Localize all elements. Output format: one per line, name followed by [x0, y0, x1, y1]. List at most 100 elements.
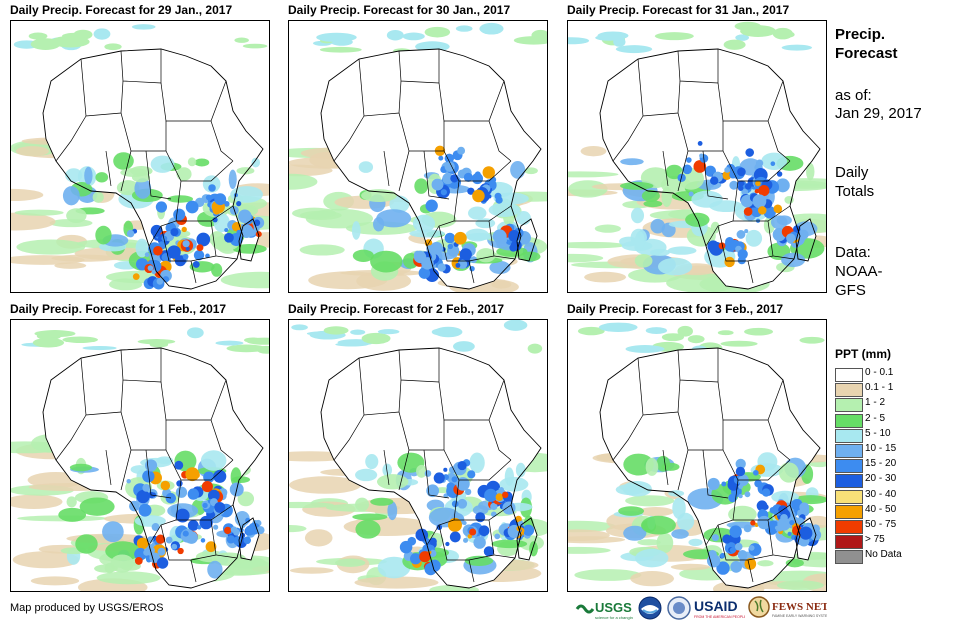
- country-border: [767, 120, 791, 162]
- rain-cell: [447, 243, 454, 250]
- rain-cell: [185, 246, 190, 251]
- country-border: [438, 379, 505, 421]
- rain-area: [469, 452, 485, 473]
- rain-cell: [706, 554, 721, 568]
- rain-cell: [787, 531, 792, 536]
- rain-cell: [196, 244, 204, 252]
- rain-area: [54, 262, 87, 269]
- legend-label: 50 - 75: [865, 518, 897, 530]
- rain-cell: [196, 232, 211, 247]
- rain-area: [618, 506, 645, 516]
- country-border: [717, 80, 784, 122]
- rain-area: [677, 325, 693, 337]
- rain-area: [62, 336, 99, 343]
- rain-cell: [224, 526, 232, 535]
- rain-area: [211, 263, 223, 277]
- rain-cell: [205, 194, 212, 201]
- rain-cell: [147, 265, 154, 271]
- rain-area: [120, 168, 148, 177]
- rain-area: [354, 576, 439, 589]
- rain-area: [615, 45, 653, 54]
- rain-area: [622, 480, 652, 497]
- rain-area: [113, 152, 134, 170]
- rain-cell: [233, 536, 243, 546]
- rain-cell: [494, 533, 501, 540]
- country-border: [105, 150, 112, 187]
- country-border: [677, 348, 719, 383]
- rain-area: [657, 257, 693, 276]
- country-border: [398, 150, 410, 192]
- country-border: [120, 112, 167, 152]
- country-border: [722, 449, 791, 481]
- country-border: [767, 419, 791, 461]
- panel-title: Daily Precip. Forecast for 1 Feb., 2017: [10, 302, 227, 316]
- rain-area: [234, 37, 249, 43]
- country-border: [767, 519, 795, 559]
- country-border: [443, 449, 512, 481]
- rain-area: [745, 229, 763, 247]
- rain-cell: [425, 199, 438, 212]
- rain-area: [130, 465, 149, 474]
- rain-cell: [459, 248, 472, 261]
- country-border: [717, 225, 774, 262]
- rain-area: [289, 567, 334, 574]
- rain-cell: [444, 153, 455, 164]
- rain-cell: [722, 534, 732, 544]
- rain-area: [376, 474, 409, 490]
- rain-area: [291, 207, 337, 219]
- rain-cell: [451, 476, 458, 483]
- rain-cell: [442, 172, 454, 185]
- rain-cell: [744, 491, 751, 498]
- rain-area: [370, 250, 403, 273]
- rain-area: [12, 551, 80, 569]
- rain-cell: [501, 491, 509, 499]
- rain-cell: [482, 166, 495, 179]
- rain-area: [577, 326, 605, 336]
- country-border: [160, 80, 227, 122]
- rain-cell: [457, 146, 466, 155]
- rain-area: [527, 343, 543, 354]
- country-border: [383, 150, 390, 187]
- rain-cell: [707, 240, 720, 253]
- rain-cell: [451, 500, 459, 508]
- country-border: [705, 479, 739, 546]
- rain-cell: [437, 263, 446, 272]
- rain-cell: [763, 206, 776, 219]
- rain-area: [728, 505, 757, 523]
- rain-area: [678, 167, 705, 190]
- legend-swatch: [835, 459, 863, 474]
- rain-area: [30, 38, 61, 50]
- rain-area: [656, 455, 671, 472]
- country-border: [160, 379, 227, 421]
- rain-area: [242, 43, 268, 49]
- rain-area: [69, 463, 93, 472]
- rain-cell: [728, 493, 737, 503]
- rain-cell: [693, 160, 707, 173]
- rain-cell: [245, 517, 251, 523]
- rain-cell: [175, 508, 190, 523]
- rain-cell: [256, 526, 265, 535]
- country-border: [160, 524, 217, 561]
- rain-cell: [770, 161, 776, 166]
- rain-area: [289, 524, 307, 533]
- legend-label: 10 - 15: [865, 442, 897, 454]
- totals-line2: Totals: [835, 183, 875, 200]
- country-border: [717, 379, 784, 421]
- panel-title: Daily Precip. Forecast for 29 Jan., 2017: [10, 3, 233, 17]
- rain-area: [202, 175, 221, 193]
- rain-area: [105, 541, 141, 561]
- rain-area: [194, 158, 210, 167]
- rain-cell: [213, 469, 227, 483]
- rain-cell: [730, 561, 743, 573]
- country-border: [488, 519, 516, 559]
- rain-area: [414, 178, 429, 194]
- rain-cell: [134, 557, 143, 565]
- rain-area: [568, 546, 611, 554]
- rain-cell: [738, 483, 744, 489]
- rain-area: [584, 271, 627, 283]
- rain-cell: [722, 170, 732, 181]
- rain-cell: [151, 269, 157, 275]
- rain-cell: [199, 515, 213, 530]
- asof-label: as of:: [835, 87, 872, 104]
- rain-cell: [718, 242, 726, 250]
